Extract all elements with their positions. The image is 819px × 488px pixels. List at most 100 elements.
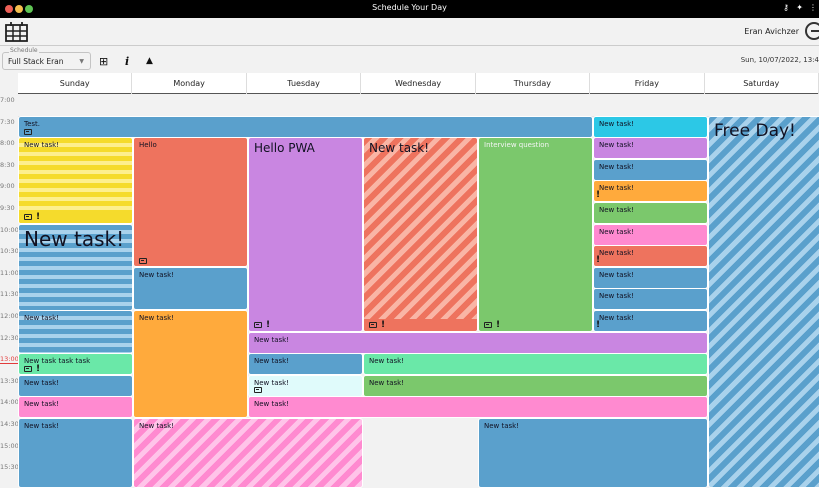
event-sunday-1000[interactable]: New task! <box>18 224 133 311</box>
note-icon <box>139 258 147 264</box>
event-hello-pwa[interactable]: Hello PWA ! <box>248 137 363 332</box>
event-label: New task! <box>24 400 60 408</box>
event-wednesday-0800[interactable]: New task! ! <box>363 137 478 332</box>
event-tuesday-1230[interactable]: New task! <box>248 332 708 354</box>
event-monday-1430[interactable]: New task! <box>133 418 363 488</box>
event-thursday-1430[interactable]: New task! <box>478 418 708 488</box>
event-label: Hello PWA <box>254 141 315 155</box>
day-header-tuesday: Tuesday <box>247 73 362 94</box>
time-label: 8:30 <box>0 161 15 169</box>
time-label: 13:30 <box>0 377 19 385</box>
menu-icon[interactable]: ⋮ <box>809 3 817 12</box>
event-monday-1200[interactable]: New task! <box>133 310 248 418</box>
note-icon <box>484 322 492 328</box>
event-friday-0930[interactable]: New task! <box>593 202 708 224</box>
close-window-button[interactable] <box>5 5 13 13</box>
puzzle-icon[interactable]: ✦ <box>796 3 803 12</box>
event-label: New task! <box>599 271 635 279</box>
event-label: New task! <box>369 141 430 155</box>
event-label: New task! <box>24 422 60 430</box>
time-label: 11:30 <box>0 290 19 298</box>
day-header-row: Sunday Monday Tuesday Wednesday Thursday… <box>18 73 819 94</box>
event-label: New task! <box>599 314 635 322</box>
event-label: New task! <box>139 314 175 322</box>
note-icon <box>254 387 262 393</box>
schedule-select-label: Schedule <box>9 47 39 54</box>
event-sunday-1300[interactable]: New task task task ! <box>18 353 133 375</box>
event-label: New task! <box>599 120 635 128</box>
time-label: 10:30 <box>0 247 19 255</box>
event-sunday-1330[interactable]: New task! <box>18 375 133 397</box>
note-icon <box>24 129 32 135</box>
minimize-window-button[interactable] <box>15 5 23 13</box>
event-friday-1200[interactable]: New task! ! <box>593 310 708 332</box>
event-label: New task! <box>369 379 405 387</box>
event-tuesday-1330[interactable]: New task! <box>248 375 363 397</box>
window-titlebar: Schedule Your Day ⚷ ✦ ⋮ <box>0 0 819 18</box>
event-label: New task! <box>599 163 635 171</box>
event-free-day[interactable]: Free Day! <box>708 116 819 488</box>
event-label: New task! <box>24 314 60 322</box>
event-label: New task! <box>599 292 635 300</box>
event-interview-question[interactable]: Interview question ! <box>478 137 593 332</box>
note-icon <box>24 366 32 372</box>
time-label: 8:00 <box>0 139 15 147</box>
time-label: 12:00 <box>0 312 19 320</box>
event-label: New task! <box>254 400 290 408</box>
calendar-grid-icon[interactable] <box>5 22 28 42</box>
time-label: 7:00 <box>0 96 15 104</box>
add-day-icon[interactable]: ⊞ <box>99 55 109 68</box>
event-friday-0730[interactable]: New task! <box>593 116 708 138</box>
day-header-wednesday: Wednesday <box>361 73 476 94</box>
event-friday-0830[interactable]: New task! <box>593 159 708 181</box>
event-friday-1130[interactable]: New task! <box>593 288 708 310</box>
event-label: Free Day! <box>714 121 796 141</box>
alert-icon: ! <box>596 320 601 330</box>
event-label: New task! <box>599 228 635 236</box>
event-sunday-1430[interactable]: New task! <box>18 418 133 488</box>
alert-icon: ! <box>36 364 41 374</box>
event-label: New task! <box>254 379 290 387</box>
event-friday-1030[interactable]: New task! ! <box>593 245 708 267</box>
event-label: New task! <box>599 184 635 192</box>
event-sunday-1400[interactable]: New task! <box>18 396 133 418</box>
info-icon[interactable]: i <box>125 55 130 68</box>
bell-icon[interactable]: ▲ <box>146 56 153 66</box>
event-friday-1100[interactable]: New task! <box>593 267 708 289</box>
user-name: Eran Avichzer <box>744 27 799 36</box>
alert-icon: ! <box>496 320 501 330</box>
event-wednesday-1300[interactable]: New task! <box>363 353 708 375</box>
alert-icon: ! <box>596 190 601 200</box>
event-hello[interactable]: Hello <box>133 137 248 267</box>
event-label: New task! <box>599 249 635 257</box>
day-header-sunday: Sunday <box>18 73 133 94</box>
event-tuesday-1300[interactable]: New task! <box>248 353 363 375</box>
event-tuesday-1400[interactable]: New task! <box>248 396 708 418</box>
event-label: Test. <box>24 120 41 128</box>
event-sunday-0800[interactable]: New task! ! <box>18 137 133 224</box>
day-header-monday: Monday <box>132 73 247 94</box>
event-sunday-1200[interactable]: New task! <box>18 310 133 354</box>
calendar-grid[interactable]: 7:00 7:30 8:00 8:30 9:00 9:30 10:00 10:3… <box>0 94 819 488</box>
event-label: New task! <box>24 227 125 251</box>
alert-icon: ! <box>36 212 41 222</box>
event-test[interactable]: Test. <box>18 116 593 138</box>
day-header-thursday: Thursday <box>476 73 591 94</box>
event-friday-1000[interactable]: New task! <box>593 224 708 246</box>
logout-icon[interactable] <box>805 22 819 40</box>
event-monday-1100[interactable]: New task! <box>133 267 248 310</box>
time-label: 14:00 <box>0 398 19 406</box>
event-label: New task! <box>254 336 290 344</box>
event-friday-0800[interactable]: New task! <box>593 137 708 159</box>
key-icon[interactable]: ⚷ <box>783 3 789 12</box>
schedule-select[interactable]: Schedule Full Stack Eran ▼ <box>2 47 91 70</box>
event-friday-0900[interactable]: New task! ! <box>593 180 708 202</box>
event-wednesday-1330[interactable]: New task! <box>363 375 708 397</box>
day-header-saturday: Saturday <box>705 73 819 94</box>
event-label: New task task task <box>24 357 91 365</box>
current-time-label: 13:00 <box>0 355 19 364</box>
note-icon <box>369 322 377 328</box>
event-label: New task! <box>599 206 635 214</box>
maximize-window-button[interactable] <box>25 5 33 13</box>
day-header-friday: Friday <box>590 73 705 94</box>
